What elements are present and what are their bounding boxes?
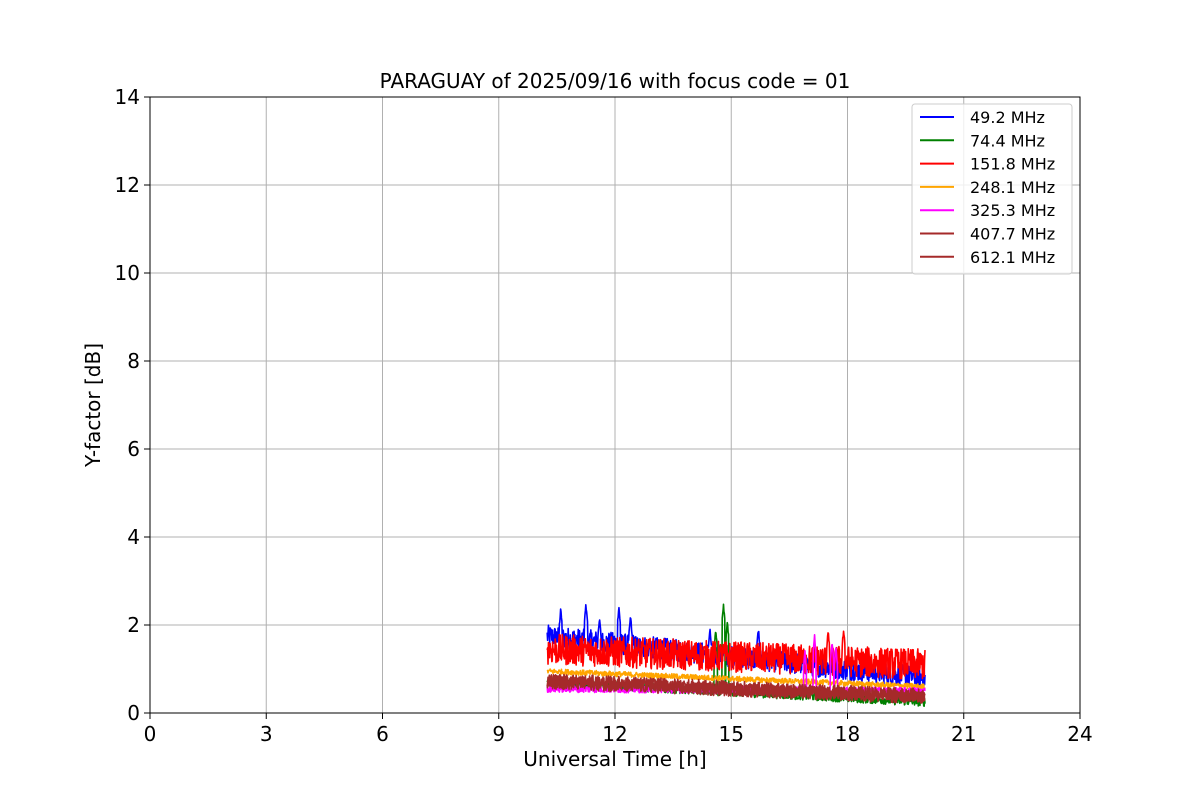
x-tick-label: 15 xyxy=(719,722,744,746)
x-tick-label: 6 xyxy=(376,722,389,746)
x-tick-label: 18 xyxy=(835,722,860,746)
x-axis-label: Universal Time [h] xyxy=(523,747,706,771)
y-tick-label: 14 xyxy=(115,85,140,109)
x-tick-label: 3 xyxy=(260,722,273,746)
x-tick-label: 0 xyxy=(144,722,157,746)
legend-label: 74.4 MHz xyxy=(970,131,1045,150)
chart-title: PARAGUAY of 2025/09/16 with focus code =… xyxy=(380,69,851,93)
series-line-151-8-mhz xyxy=(546,630,926,680)
y-tick-label: 2 xyxy=(127,613,140,637)
legend-label: 151.8 MHz xyxy=(970,155,1055,174)
y-tick-label: 10 xyxy=(115,261,140,285)
y-tick-label: 6 xyxy=(127,437,140,461)
y-tick-label: 12 xyxy=(115,173,140,197)
x-tick-label: 21 xyxy=(951,722,976,746)
x-tick-label: 24 xyxy=(1067,722,1092,746)
y-axis-label: Y-factor [dB] xyxy=(81,343,105,468)
legend-label: 49.2 MHz xyxy=(970,108,1045,127)
legend: 49.2 MHz 74.4 MHz 151.8 MHz 248.1 MHz 325.3… xyxy=(911,103,1073,275)
x-tick-label: 12 xyxy=(602,722,627,746)
legend-label: 407.7 MHz xyxy=(970,225,1055,244)
x-tick-label: 9 xyxy=(492,722,505,746)
plot-area xyxy=(546,603,926,707)
legend-box xyxy=(911,103,1073,275)
series-line-612-1-mhz xyxy=(546,675,926,704)
legend-label: 248.1 MHz xyxy=(970,178,1055,197)
series-line-248-1-mhz xyxy=(546,668,926,690)
y-tick-label: 8 xyxy=(127,349,140,373)
y-tick-label: 4 xyxy=(127,525,140,549)
y-tick-label: 0 xyxy=(127,701,140,725)
legend-label: 325.3 MHz xyxy=(970,201,1055,220)
legend-label: 612.1 MHz xyxy=(970,248,1055,267)
